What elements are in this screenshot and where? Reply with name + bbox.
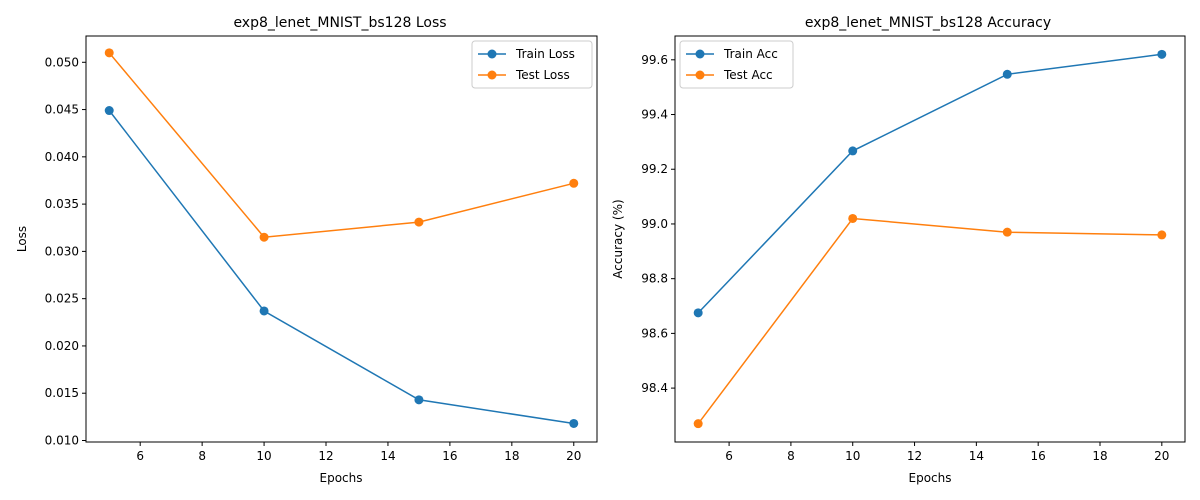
loss-x-tick-label: 6	[136, 449, 144, 463]
accuracy-x-tick-label: 8	[787, 449, 795, 463]
accuracy-y-tick-label: 99.6	[641, 53, 668, 67]
accuracy-y-tick-label: 98.8	[641, 272, 668, 286]
loss-series-0-point	[104, 106, 114, 116]
loss-y-tick-label: 0.030	[45, 244, 79, 258]
loss-series-1-point	[104, 48, 114, 58]
accuracy-series-1-point	[693, 419, 703, 429]
accuracy-series-1-point	[848, 213, 858, 223]
loss-y-tick-label: 0.010	[45, 433, 79, 447]
loss-y-tick-label: 0.035	[45, 197, 79, 211]
loss-chart: exp8_lenet_MNIST_bs128 Loss 6 8 10 12 14 16 18…	[15, 15, 598, 485]
loss-x-tick-label: 10	[256, 449, 271, 463]
loss-y-tick-label: 0.040	[45, 150, 79, 164]
loss-x-tick-label: 12	[318, 449, 333, 463]
accuracy-x-tick-label: 12	[907, 449, 922, 463]
loss-series-0-point	[414, 395, 424, 405]
loss-y-axis-label: Loss	[15, 226, 29, 252]
accuracy-legend-marker-0	[695, 49, 705, 59]
loss-plot-area	[85, 35, 598, 443]
loss-y-tick-label: 0.025	[45, 292, 79, 306]
accuracy-series-0-point	[1002, 69, 1012, 79]
loss-x-tick-label: 14	[380, 449, 395, 463]
loss-y-tick-label: 0.045	[45, 103, 79, 117]
accuracy-x-tick-label: 18	[1092, 449, 1107, 463]
accuracy-legend-frame	[679, 40, 794, 89]
loss-legend-marker-0	[487, 49, 497, 59]
loss-series-0-point	[569, 418, 579, 428]
loss-x-tick-label: 20	[566, 449, 581, 463]
loss-x-axis-label: Epochs	[320, 471, 363, 485]
loss-series-1-point	[569, 178, 579, 188]
loss-legend: Train Loss Test Loss	[471, 40, 593, 89]
loss-x-tick-label: 18	[504, 449, 519, 463]
accuracy-series-0-point	[693, 308, 703, 318]
loss-series-1-point	[414, 217, 424, 227]
accuracy-plot-layer: 6 8 10 12 14 16 18 20 98.4 98.6 98.8 99.0 99.2 99.4 99…	[641, 40, 1169, 463]
loss-y-tick-label: 0.020	[45, 339, 79, 353]
accuracy-series-1-point	[1157, 230, 1167, 240]
loss-legend-label-0: Train Loss	[515, 47, 575, 61]
accuracy-y-tick-label: 99.2	[641, 162, 668, 176]
accuracy-chart-title: exp8_lenet_MNIST_bs128 Accuracy	[805, 15, 1051, 31]
accuracy-x-tick-label: 20	[1154, 449, 1169, 463]
accuracy-x-tick-label: 16	[1031, 449, 1046, 463]
loss-y-tick-label: 0.015	[45, 386, 79, 400]
loss-series-line-1	[108, 52, 574, 238]
accuracy-series-1-point	[1002, 227, 1012, 237]
loss-chart-title: exp8_lenet_MNIST_bs128 Loss	[233, 15, 446, 31]
accuracy-x-tick-label: 14	[969, 449, 984, 463]
loss-series-0-point	[259, 306, 269, 316]
loss-legend-frame	[471, 40, 593, 89]
accuracy-x-tick-label: 10	[845, 449, 860, 463]
accuracy-legend-label-1: Test Acc	[723, 68, 773, 82]
accuracy-series-0-point	[1157, 49, 1167, 59]
accuracy-y-tick-label: 98.4	[641, 381, 668, 395]
accuracy-plot-area	[674, 35, 1186, 443]
loss-x-tick-label: 8	[198, 449, 206, 463]
loss-series-line-0	[108, 110, 574, 425]
accuracy-legend-marker-1	[695, 70, 705, 80]
accuracy-legend-label-0: Train Acc	[723, 47, 778, 61]
loss-legend-label-1: Test Loss	[515, 68, 570, 82]
loss-y-tick-label: 0.050	[45, 55, 79, 69]
accuracy-series-0-point	[848, 146, 858, 156]
accuracy-y-tick-label: 99.4	[641, 108, 668, 122]
accuracy-y-axis-label: Accuracy (%)	[611, 199, 625, 278]
accuracy-x-axis-label: Epochs	[909, 471, 952, 485]
accuracy-y-tick-label: 99.0	[641, 217, 668, 231]
loss-x-tick-label: 16	[442, 449, 457, 463]
loss-plot-layer: 6 8 10 12 14 16 18 20 0.010 0.015 0.020 0.025 0.030 0…	[45, 40, 593, 463]
accuracy-y-tick-label: 98.6	[641, 326, 668, 340]
accuracy-series-line-0	[697, 53, 1162, 314]
accuracy-chart: exp8_lenet_MNIST_bs128 Accuracy 6 8 10 12 14…	[611, 15, 1186, 485]
loss-series-1-point	[259, 232, 269, 242]
loss-legend-marker-1	[487, 70, 497, 80]
accuracy-legend: Train Acc Test Acc	[679, 40, 794, 89]
accuracy-series-line-1	[697, 217, 1162, 425]
accuracy-x-tick-label: 6	[725, 449, 733, 463]
